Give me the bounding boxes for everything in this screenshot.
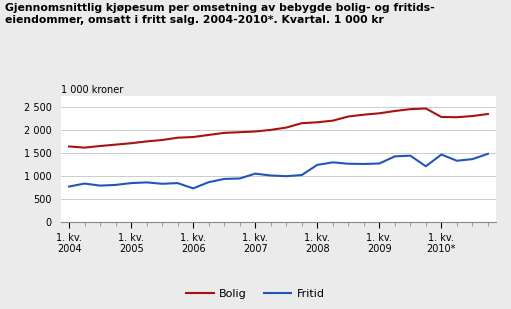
Fritid <box>221 177 227 181</box>
Fritid <box>159 182 165 186</box>
Fritid <box>97 184 103 188</box>
Bolig <box>237 130 243 134</box>
Text: Gjennomsnittlig kjøpesum per omsetning av bebygde bolig- og fritids-
eiendommer,: Gjennomsnittlig kjøpesum per omsetning a… <box>5 3 435 25</box>
Bolig <box>221 131 227 135</box>
Fritid <box>128 181 134 185</box>
Line: Bolig: Bolig <box>69 108 488 148</box>
Fritid <box>66 185 72 188</box>
Bolig <box>330 119 336 123</box>
Bolig <box>283 126 289 129</box>
Fritid <box>392 154 398 158</box>
Bolig <box>128 142 134 145</box>
Fritid <box>144 180 150 184</box>
Fritid <box>283 174 289 178</box>
Bolig <box>438 115 445 119</box>
Bolig <box>112 143 119 146</box>
Fritid <box>376 162 382 165</box>
Bolig <box>485 112 491 116</box>
Bolig <box>252 130 258 133</box>
Fritid <box>485 152 491 156</box>
Bolig <box>407 107 413 111</box>
Fritid <box>237 177 243 180</box>
Bolig <box>66 145 72 148</box>
Fritid <box>268 174 274 177</box>
Fritid <box>423 164 429 168</box>
Bolig <box>454 115 460 119</box>
Fritid <box>361 162 367 166</box>
Fritid <box>205 180 212 184</box>
Legend: Bolig, Fritid: Bolig, Fritid <box>181 285 330 303</box>
Fritid <box>438 153 445 156</box>
Bolig <box>361 113 367 116</box>
Fritid <box>314 163 320 167</box>
Bolig <box>82 146 88 150</box>
Text: 1 000 kroner: 1 000 kroner <box>61 85 124 95</box>
Bolig <box>345 115 352 118</box>
Bolig <box>97 144 103 148</box>
Fritid <box>330 160 336 164</box>
Fritid <box>252 172 258 176</box>
Line: Fritid: Fritid <box>69 154 488 188</box>
Bolig <box>469 114 475 118</box>
Fritid <box>112 183 119 187</box>
Fritid <box>454 159 460 163</box>
Bolig <box>314 121 320 124</box>
Fritid <box>345 162 352 166</box>
Bolig <box>268 128 274 132</box>
Bolig <box>392 109 398 113</box>
Bolig <box>423 107 429 110</box>
Fritid <box>299 173 305 177</box>
Fritid <box>407 154 413 158</box>
Bolig <box>205 133 212 137</box>
Fritid <box>82 182 88 185</box>
Fritid <box>190 187 196 190</box>
Bolig <box>299 121 305 125</box>
Fritid <box>469 157 475 161</box>
Fritid <box>175 181 181 185</box>
Bolig <box>190 135 196 139</box>
Bolig <box>376 112 382 115</box>
Bolig <box>175 136 181 140</box>
Bolig <box>144 140 150 143</box>
Bolig <box>159 138 165 142</box>
